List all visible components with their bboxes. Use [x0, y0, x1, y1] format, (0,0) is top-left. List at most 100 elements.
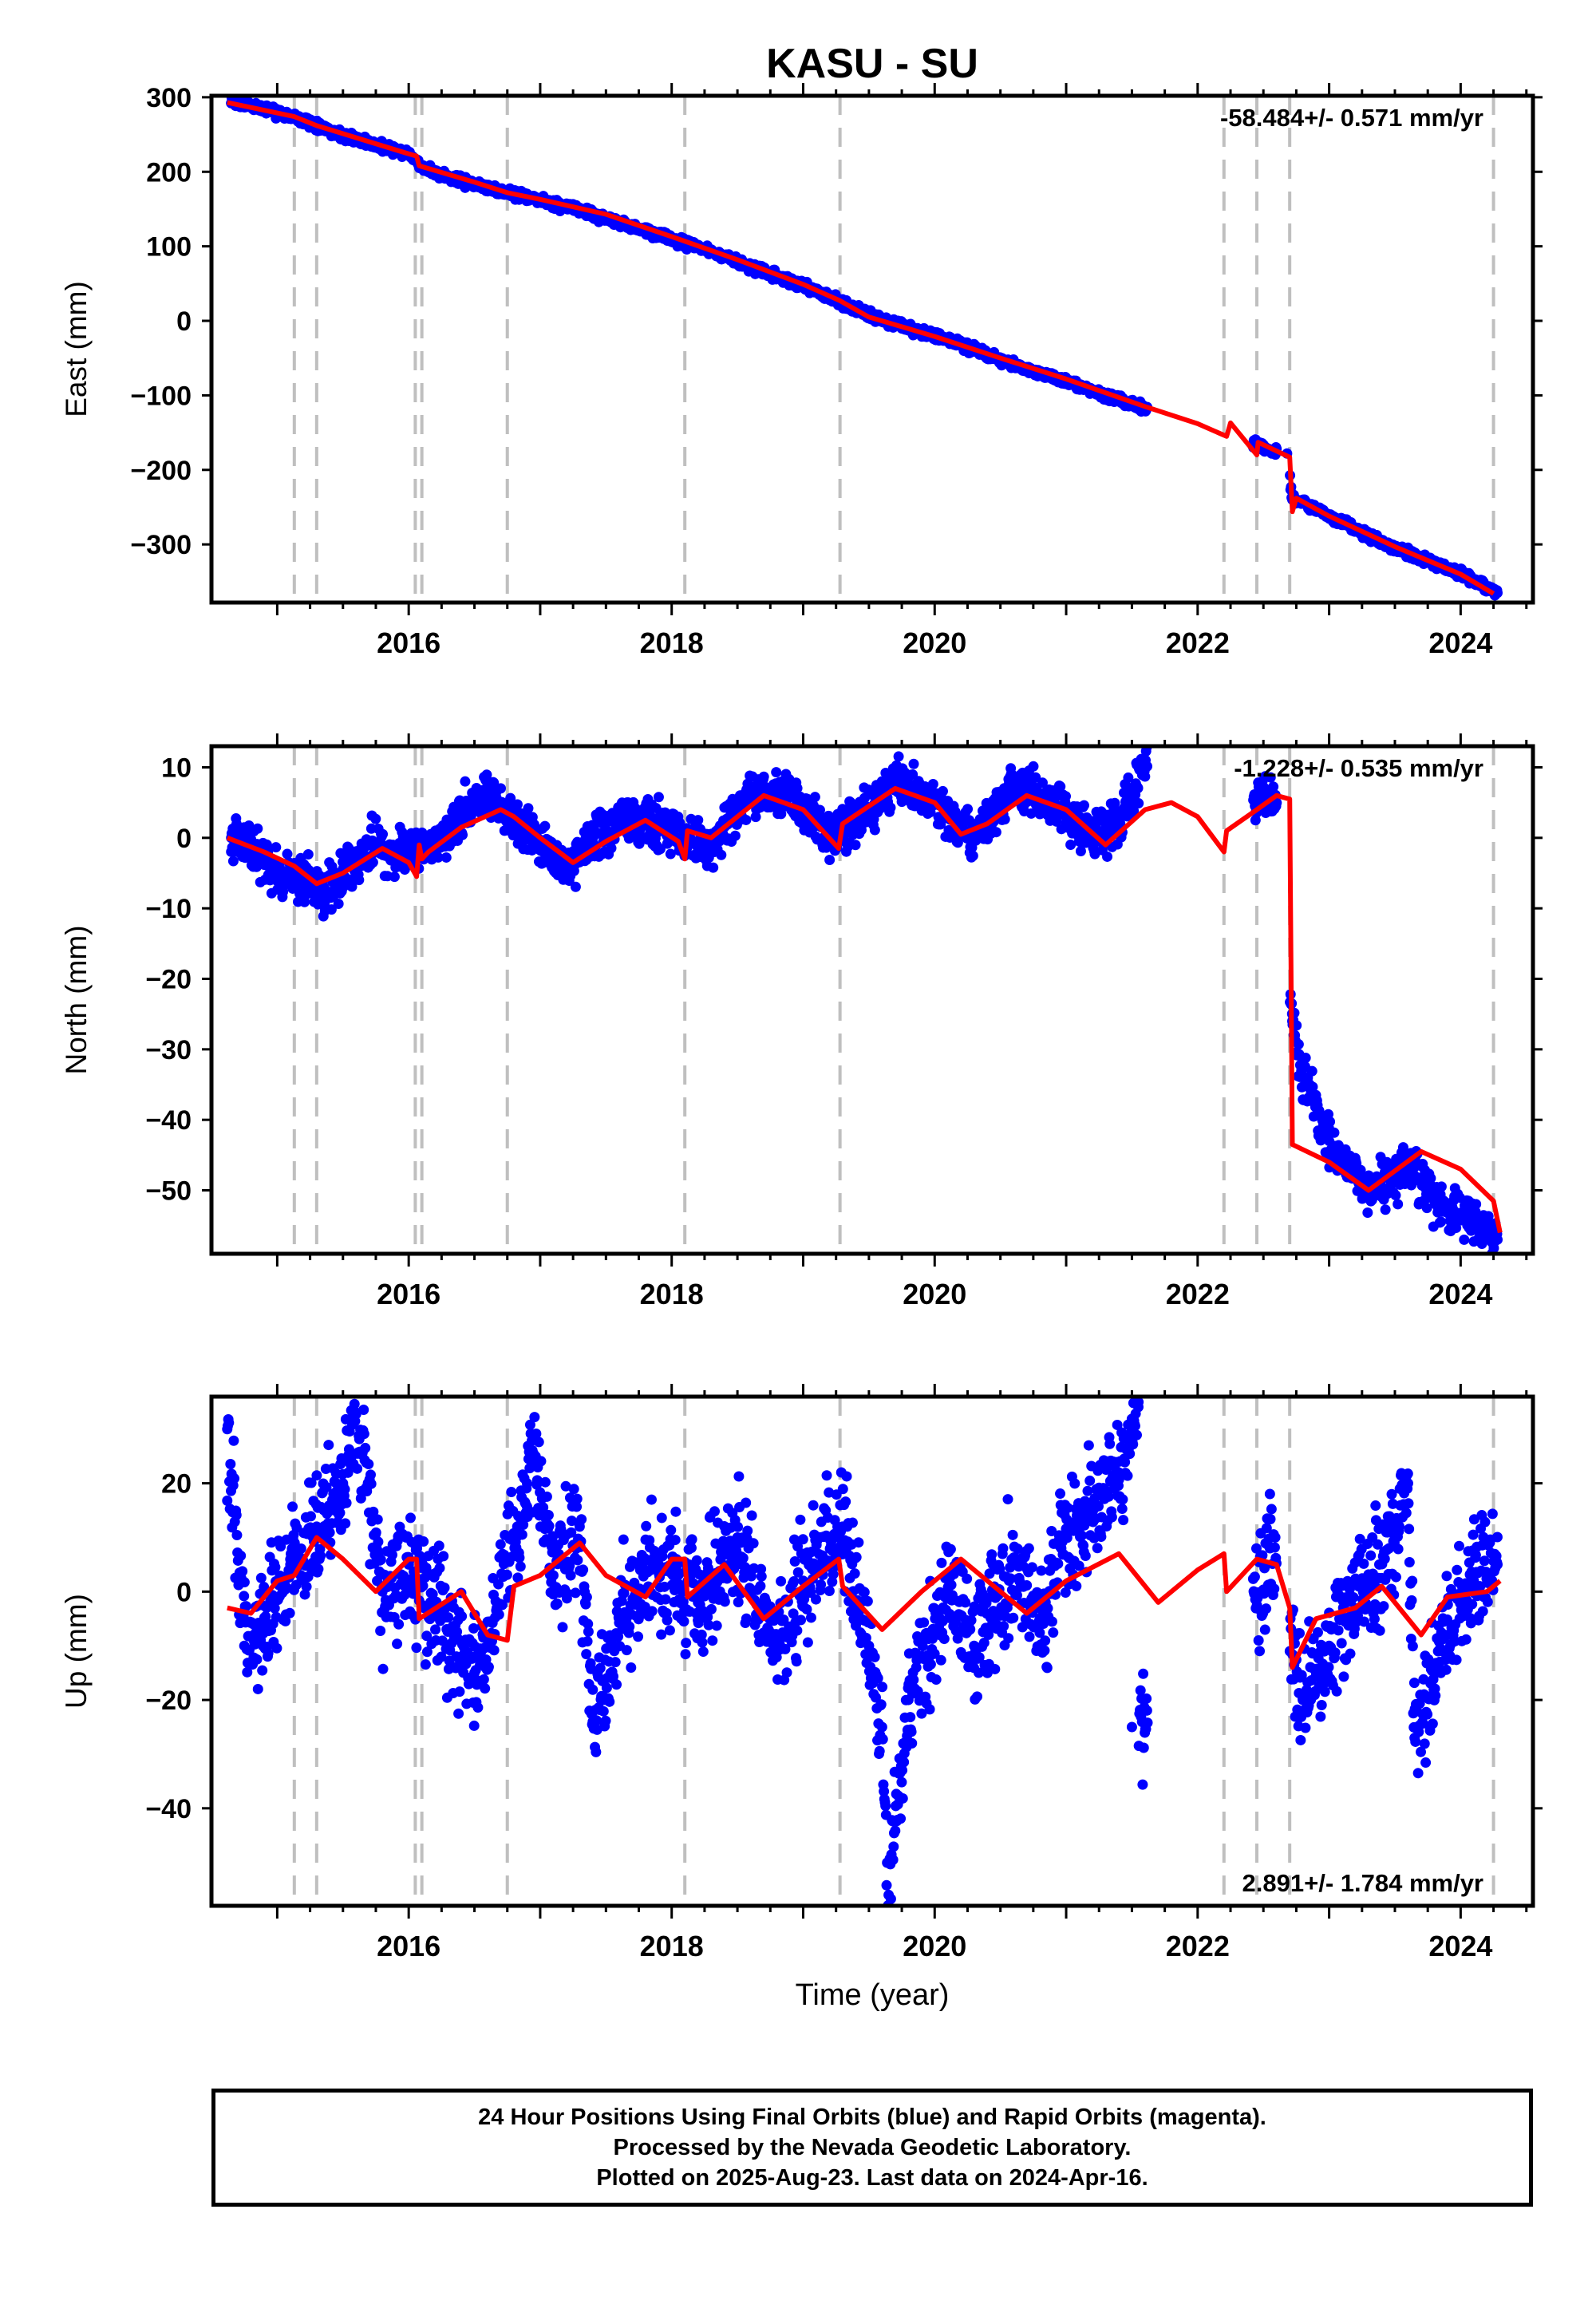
observation-point: [299, 1589, 310, 1600]
x-tick-label-north: 2020: [903, 1278, 966, 1310]
observation-point: [372, 1514, 383, 1525]
model-fit-line-north: [226, 786, 1503, 1234]
observation-point: [363, 1459, 374, 1470]
observation-point: [1268, 781, 1279, 792]
observation-point: [908, 758, 919, 769]
observation-point: [352, 1463, 363, 1474]
observation-point: [222, 1495, 233, 1506]
observation-point: [439, 1582, 450, 1593]
panel-frame-north: [209, 744, 1535, 1256]
y-tick-label-north: 0: [176, 824, 192, 854]
observation-point: [693, 815, 704, 826]
observation-point: [240, 1601, 251, 1612]
observation-point: [229, 1473, 240, 1484]
observation-point: [457, 829, 468, 840]
observation-point: [302, 848, 314, 860]
observation-point: [433, 1540, 444, 1551]
observation-point: [358, 1429, 369, 1440]
rate-label-east: -58.484+/- 0.571 mm/yr: [1220, 104, 1483, 132]
observation-point: [377, 1663, 389, 1674]
y-tick-label-east: −300: [130, 530, 192, 560]
observation-point: [1393, 1199, 1404, 1210]
observation-point: [937, 785, 948, 796]
observation-point: [271, 1642, 282, 1654]
x-tick-label-east: 2024: [1428, 626, 1492, 659]
observation-point: [1436, 1216, 1447, 1227]
plot-area-up: [222, 1381, 1503, 1906]
model-fit-line-east: [227, 100, 1495, 596]
observation-point: [365, 1469, 376, 1480]
observation-point: [340, 1518, 351, 1529]
observation-point: [231, 1530, 243, 1541]
observation-point: [231, 1509, 242, 1520]
x-tick-label-north: 2022: [1166, 1278, 1230, 1310]
observation-point: [745, 790, 757, 801]
observation-point: [1030, 772, 1041, 783]
observation-point: [1325, 1117, 1336, 1128]
observation-point: [1390, 1190, 1401, 1201]
observation-point: [967, 850, 978, 861]
observation-point: [708, 862, 719, 873]
observation-point: [1078, 800, 1089, 811]
observation-point: [392, 1638, 403, 1650]
observation-point: [890, 776, 901, 787]
observation-point: [370, 1527, 381, 1538]
observation-point: [351, 1381, 361, 1391]
observation-point: [1471, 1199, 1482, 1210]
observation-point: [1293, 1039, 1304, 1050]
observation-point: [1451, 1223, 1462, 1234]
observation-point: [375, 1625, 386, 1636]
observation-point: [235, 1550, 247, 1561]
y-axis-label-north: North (mm): [60, 925, 93, 1074]
x-tick-label-east: 2020: [903, 626, 966, 659]
observation-point: [869, 824, 880, 836]
observation-point: [349, 1398, 360, 1409]
observation-point: [758, 771, 769, 782]
observation-point: [1133, 798, 1144, 809]
x-tick-label-east: 2016: [377, 626, 440, 659]
y-tick-label-east: 0: [176, 306, 192, 337]
observation-point: [421, 1646, 433, 1658]
x-tick-label-north: 2018: [640, 1278, 704, 1310]
observation-point: [512, 799, 523, 810]
observation-point: [814, 804, 825, 816]
observation-point: [323, 1440, 334, 1451]
observation-point: [287, 1501, 298, 1512]
observation-point: [365, 1478, 377, 1489]
y-tick-label-north: −40: [145, 1105, 192, 1136]
observation-point: [505, 792, 516, 804]
observation-point: [606, 843, 617, 854]
observation-point: [716, 849, 727, 860]
observation-point: [1492, 587, 1503, 599]
observation-point: [1362, 1207, 1373, 1219]
x-tick-label-east: 2022: [1166, 626, 1230, 659]
y-tick-label-north: −50: [145, 1176, 192, 1207]
observation-point: [1402, 1164, 1413, 1175]
observation-point: [1061, 791, 1072, 802]
observation-point: [626, 811, 638, 822]
x-tick-label-north: 2016: [377, 1278, 440, 1310]
observation-point: [242, 1666, 253, 1678]
observation-point: [1008, 783, 1019, 794]
observation-point: [1298, 1072, 1309, 1083]
observation-point: [1109, 797, 1120, 808]
observation-point: [305, 1511, 316, 1522]
observation-point: [999, 814, 1010, 825]
observation-point: [654, 844, 666, 855]
observation-point: [990, 827, 1001, 838]
observation-point: [523, 803, 534, 814]
observation-point: [1307, 1081, 1318, 1093]
observation-point: [405, 1512, 416, 1524]
observation-point: [295, 1543, 306, 1554]
observation-point: [907, 769, 918, 780]
observation-point: [252, 1683, 263, 1694]
observation-point: [421, 1630, 433, 1642]
observation-point: [496, 783, 507, 794]
y-tick-label-north: −10: [145, 894, 192, 924]
observation-point: [855, 824, 867, 836]
observation-point: [225, 1458, 236, 1469]
observation-point: [784, 790, 796, 801]
observation-point: [239, 1591, 250, 1602]
chart-title: KASU - SU: [766, 41, 978, 87]
